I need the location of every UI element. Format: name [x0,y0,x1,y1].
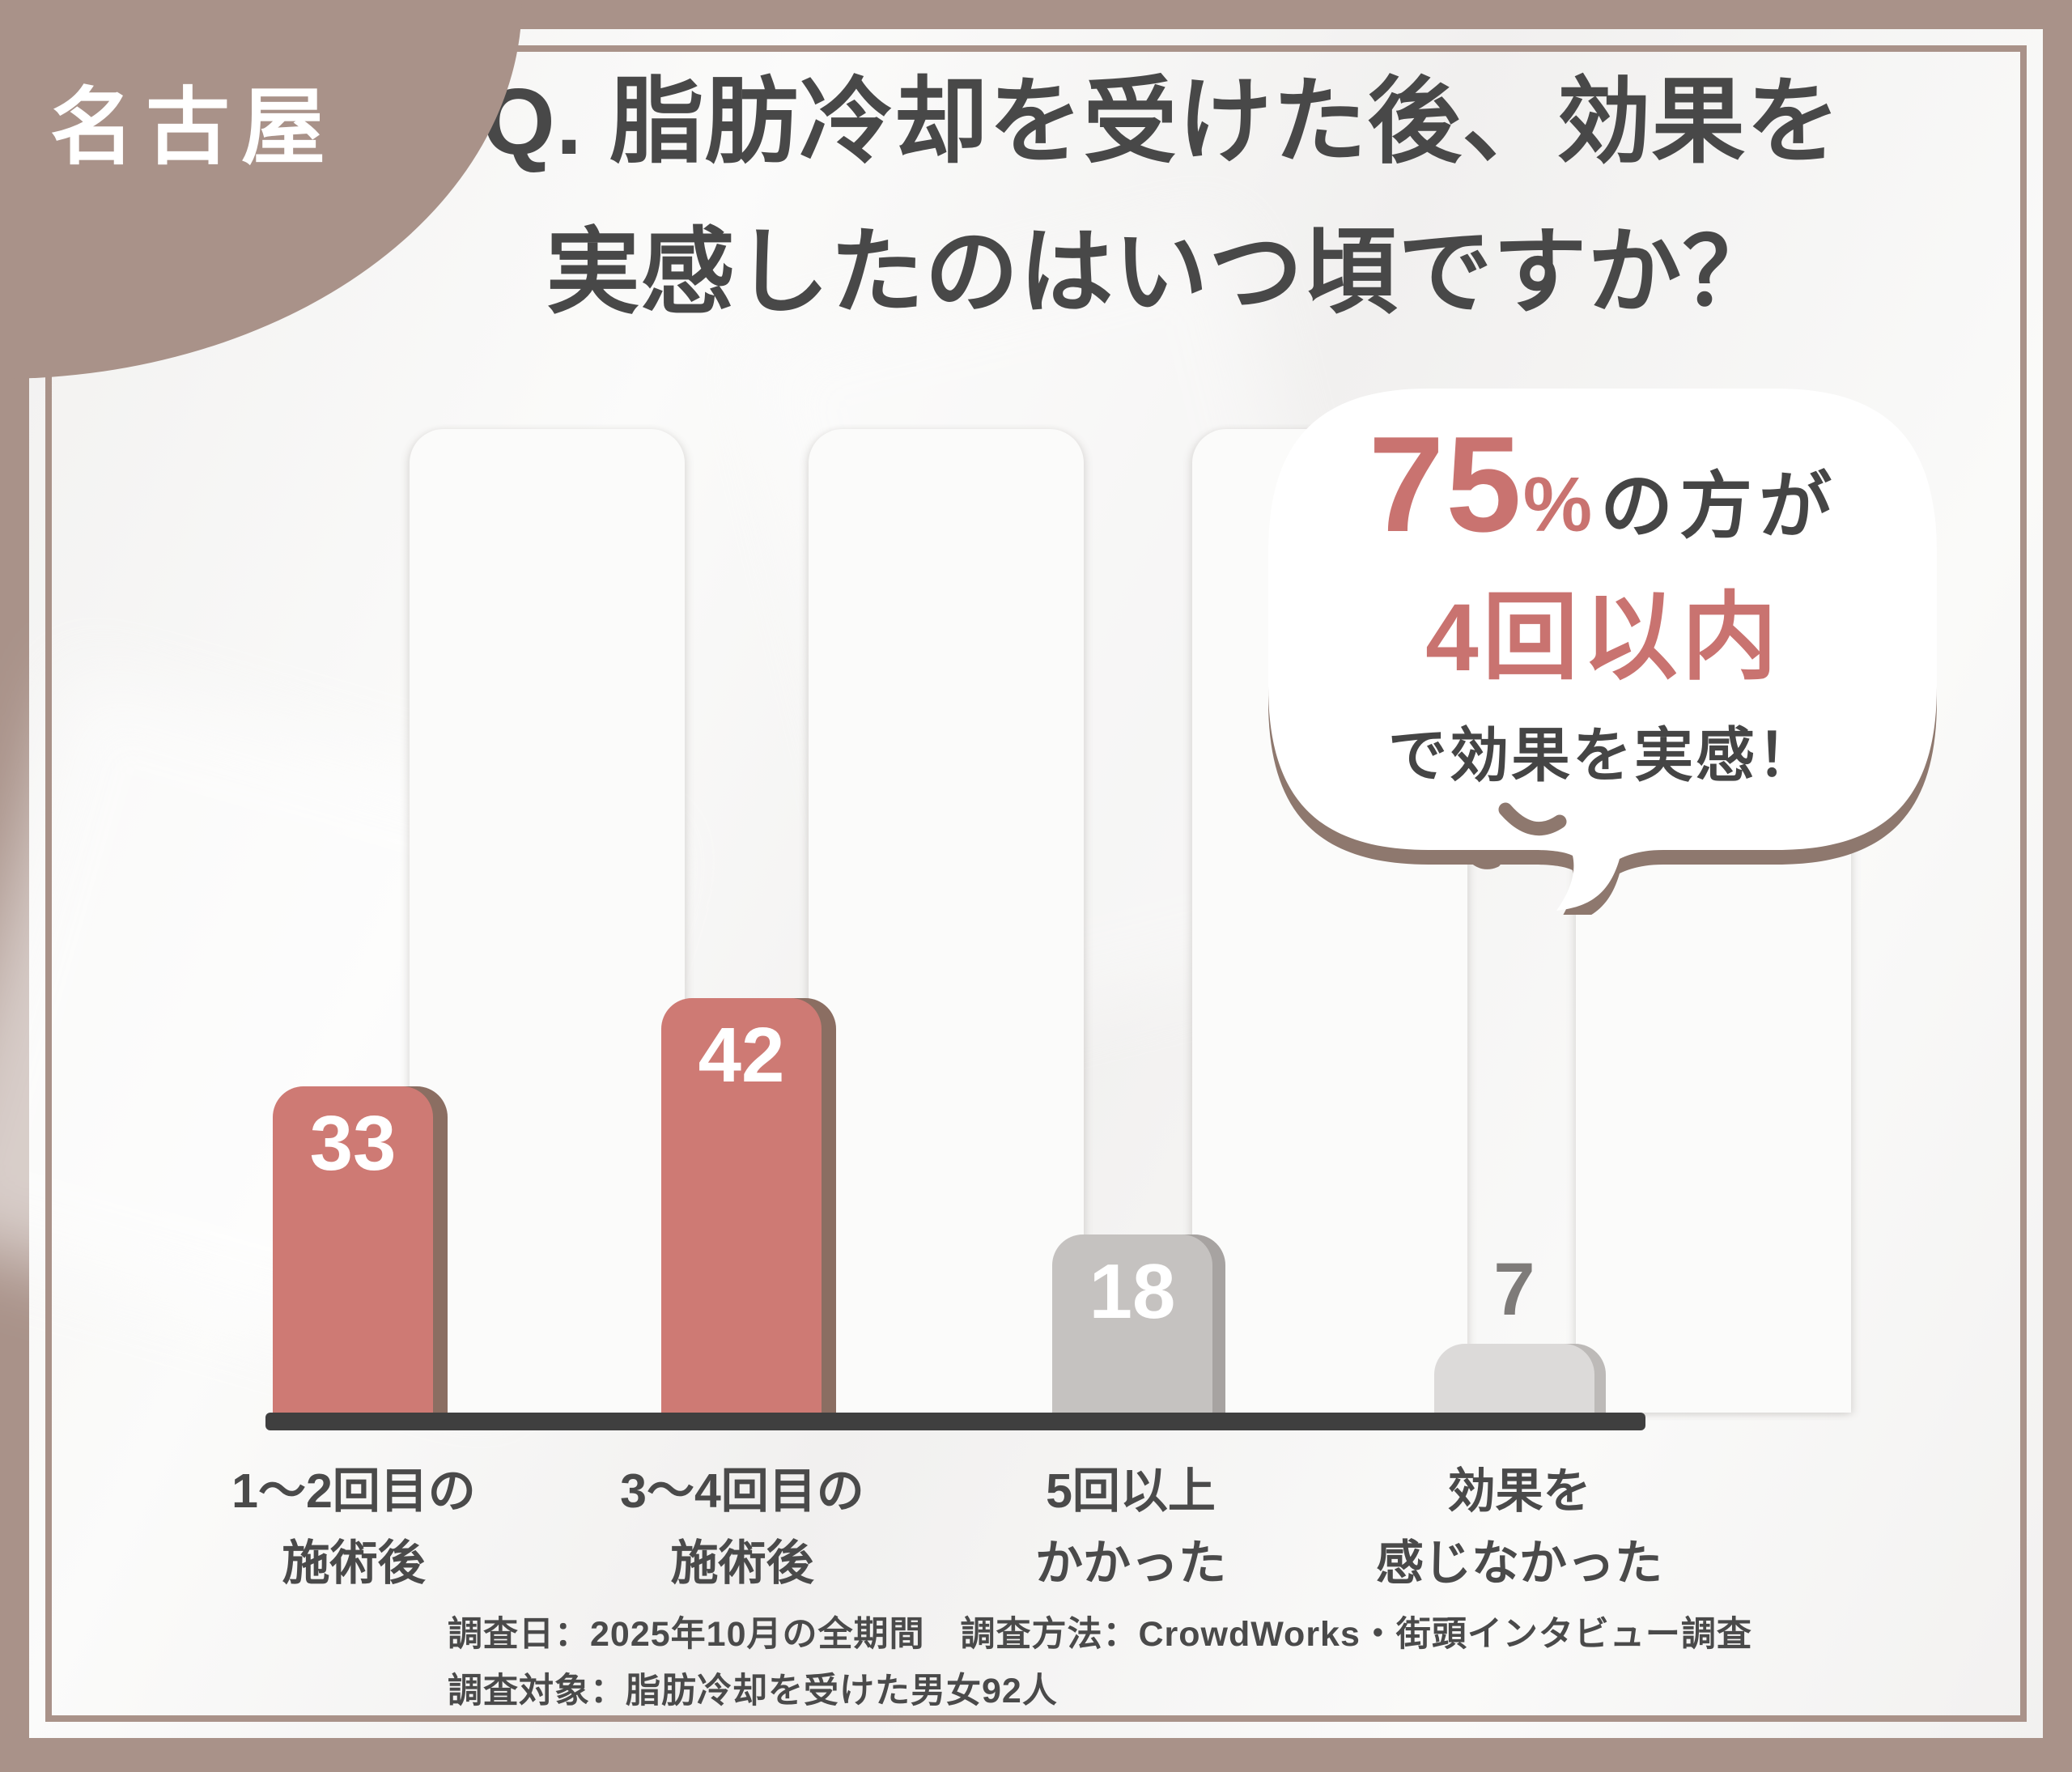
speech-bubble-shape [1268,389,1937,915]
percent-sign: % [1522,461,1593,548]
bar-value-label: 18 [1089,1248,1176,1335]
bar-3-4-sessions: 42 [661,998,822,1413]
bubble-text: 75 % の方が 4回以内 で効果を実感！ [1259,379,1948,852]
bar-1-2-sessions: 33 [273,1086,433,1413]
axis-label-no-effect: 効果を 感じなかった [1375,1464,1662,1590]
badge-label: 名古屋 [50,81,338,175]
stat-suffix: の方が [1600,466,1839,547]
title-line-2: 実感したのはいつ頃ですか？ [546,219,1777,325]
stat-value: 75 [1368,408,1523,560]
bar-value-label: 7 [1493,1248,1535,1331]
bar-5-plus-sessions: 18 [1052,1234,1212,1413]
axis-baseline [265,1413,1645,1430]
speech-bubble-callout: 75 % の方が 4回以内 で効果を実感！ [1259,379,1948,915]
bubble-stat-row: 75 % の方が [1369,406,1838,563]
axis-label-3-4-sessions: 3〜4回目の 施術後 [620,1464,864,1590]
bar-value-label: 33 [309,1100,397,1187]
bar-no-effect: 7 [1434,1248,1594,1413]
axis-label-5-plus-sessions: 5回以上 かかった [1034,1464,1226,1590]
result-text: で効果を実感！ [1388,723,1819,788]
survey-note-line-1: 調査日：2025年10月の全期間 調査方法：CrowdWorks・街頭インタビュ… [448,1615,1752,1654]
bar-track-2 [809,429,1084,1413]
bar-value-label: 42 [698,1012,785,1098]
crescent-icon-small [1466,851,1501,869]
title-line-1: Q. 脂肪冷却を受けた後、効果を [482,69,1841,174]
survey-note-line-2: 調査対象：脂肪冷却を受けた男女92人 [448,1671,1058,1710]
page-title: Q. 脂肪冷却を受けた後、効果を 実感したのはいつ頃ですか？ [308,47,2015,347]
highlight-text: 4回以内 [1425,584,1781,691]
crescent-icon-large [1498,802,1567,836]
axis-label-1-2-sessions: 1〜2回目の 施術後 [231,1464,476,1590]
survey-notes: 調査日：2025年10月の全期間 調査方法：CrowdWorks・街頭インタビュ… [448,1607,1752,1719]
bar-track-1 [410,429,685,1413]
corner-badge: 名古屋 [0,0,522,379]
bubble-body [1268,389,1937,911]
